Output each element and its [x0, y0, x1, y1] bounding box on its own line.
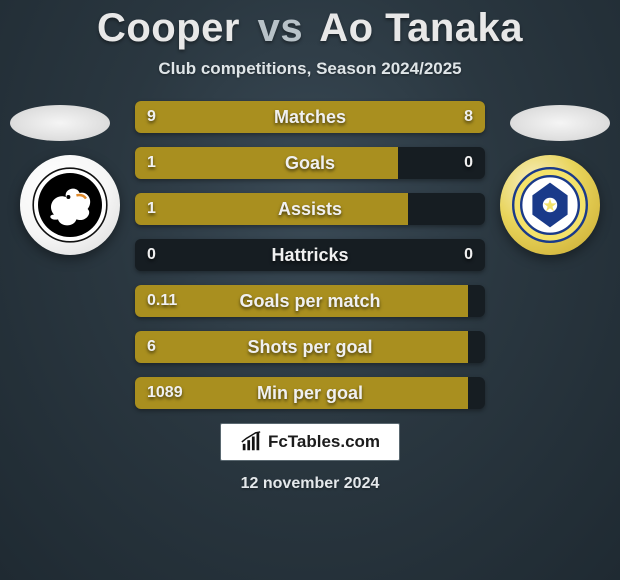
stat-value-right: 0	[464, 239, 473, 271]
swansea-crest-icon	[30, 165, 110, 245]
bar-fill-left	[135, 331, 468, 363]
vs-text: vs	[258, 6, 304, 50]
club-logo-right	[500, 155, 600, 255]
stat-row: Shots per goal6	[135, 331, 485, 363]
left-disc-decor	[10, 105, 110, 141]
bar-fill-right	[317, 101, 485, 133]
player2-name: Ao Tanaka	[319, 6, 523, 50]
comparison-title: Cooper vs Ao Tanaka	[0, 0, 620, 51]
right-disc-decor	[510, 105, 610, 141]
bar-fill-left	[135, 193, 408, 225]
comparison-arena: Matches98Goals10Assists1Hattricks00Goals…	[0, 101, 620, 409]
stat-row: Hattricks0 0	[135, 239, 485, 271]
stat-row: Goals10	[135, 147, 485, 179]
bar-fill-left	[135, 147, 398, 179]
footer-date: 12 november 2024	[0, 475, 620, 493]
stat-row: Assists1	[135, 193, 485, 225]
stat-bars-container: Matches98Goals10Assists1Hattricks00Goals…	[135, 101, 485, 409]
brand-text: FcTables.com	[268, 432, 380, 452]
chart-icon	[240, 431, 262, 453]
player1-name: Cooper	[97, 6, 240, 50]
bar-fill-left	[135, 101, 317, 133]
brand-footer: FcTables.com	[220, 423, 400, 461]
stat-row: Goals per match0.11	[135, 285, 485, 317]
club-logo-left	[20, 155, 120, 255]
leeds-crest-icon	[510, 165, 590, 245]
stat-label: Hattricks	[135, 239, 485, 271]
stat-row: Matches98	[135, 101, 485, 133]
subtitle: Club competitions, Season 2024/2025	[0, 59, 620, 79]
bar-fill-left	[135, 285, 468, 317]
stat-value-right: 0	[464, 147, 473, 179]
stat-row: Min per goal1089	[135, 377, 485, 409]
bar-fill-left	[135, 377, 468, 409]
stat-value-left: 0	[147, 239, 156, 271]
